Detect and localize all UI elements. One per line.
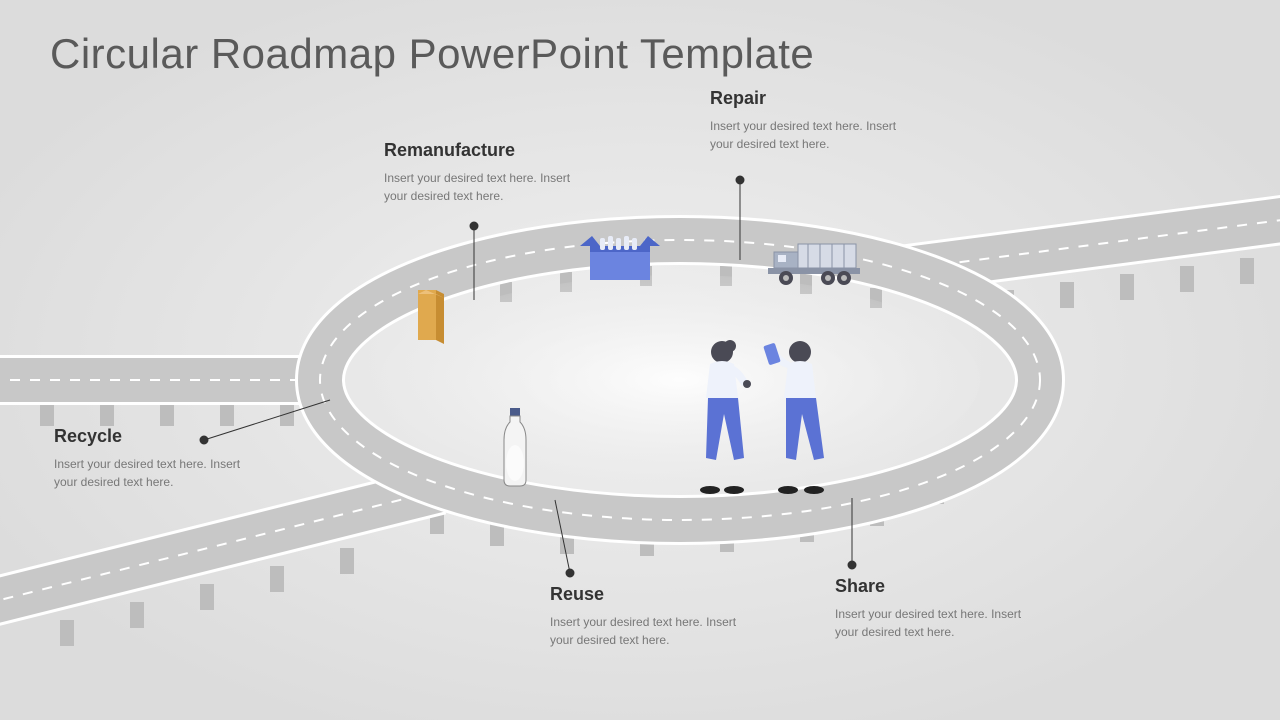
person-right-icon [760,340,840,500]
label-remanufacture: Remanufacture Insert your desired text h… [384,140,584,205]
label-repair-body: Insert your desired text here. Insert yo… [710,117,910,153]
road-top-right [900,215,1280,270]
label-share-body: Insert your desired text here. Insert yo… [835,605,1035,641]
label-recycle: Recycle Insert your desired text here. I… [54,426,254,491]
bottle-icon [500,408,530,488]
label-share: Share Insert your desired text here. Ins… [835,576,1035,641]
label-remanufacture-title: Remanufacture [384,140,584,161]
label-share-title: Share [835,576,1035,597]
label-reuse-title: Reuse [550,584,750,605]
label-reuse-body: Insert your desired text here. Insert yo… [550,613,750,649]
road-ellipse [320,240,1040,520]
crate-icon [418,290,444,346]
label-reuse: Reuse Insert your desired text here. Ins… [550,584,750,649]
label-recycle-title: Recycle [54,426,254,447]
center-highlight [380,275,980,485]
road-bottom-left [0,490,440,610]
label-repair-title: Repair [710,88,910,109]
page-title: Circular Roadmap PowerPoint Template [50,30,814,78]
label-recycle-body: Insert your desired text here. Insert yo… [54,455,254,491]
label-remanufacture-body: Insert your desired text here. Insert yo… [384,169,584,205]
person-left-icon [690,340,760,500]
label-repair: Repair Insert your desired text here. In… [710,88,910,153]
truck-icon [768,238,868,288]
box-icon [580,234,660,284]
